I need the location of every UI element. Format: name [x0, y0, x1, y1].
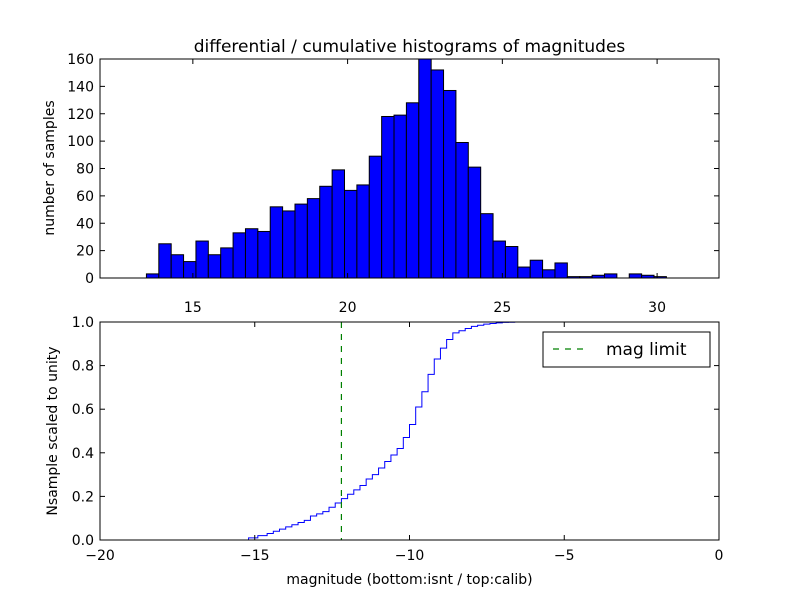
top-y-tick-label: 120 — [67, 107, 94, 123]
bottom-x-tick-label: −5 — [554, 548, 575, 564]
histogram-bar — [294, 203, 308, 279]
histogram-bar — [628, 273, 643, 279]
legend: mag limit — [542, 331, 711, 368]
top-y-axis-label: number of samples — [42, 100, 58, 235]
histogram-bar — [344, 189, 358, 279]
histogram-bar — [356, 184, 370, 279]
top-x-tick-label: 30 — [648, 300, 666, 316]
histogram-bar — [232, 232, 246, 279]
histogram-bar — [306, 198, 321, 279]
top-y-tick-label: 100 — [67, 134, 94, 150]
bottom-y-tick-label: 0.8 — [72, 359, 94, 375]
histogram-bar — [542, 269, 556, 279]
histogram-bar — [269, 206, 284, 279]
histogram-bar — [257, 230, 271, 279]
histogram-bar — [480, 213, 494, 279]
histogram-bar — [145, 273, 160, 279]
histogram-bar — [368, 155, 383, 279]
bottom-x-tick-label: −10 — [395, 548, 425, 564]
histogram-bar — [244, 228, 259, 279]
top-y-tick-label: 0 — [85, 271, 94, 287]
histogram-bar — [467, 166, 482, 279]
top-y-tick-label: 140 — [67, 79, 94, 95]
bottom-cumulative-panel: 0.0 0.2 0.4 0.6 0.8 1.0 −20 −15 −10 −5 0 — [72, 315, 724, 564]
histogram-bar — [554, 262, 568, 279]
top-y-tick-label: 160 — [67, 52, 94, 68]
chart-title: differential / cumulative histograms of … — [194, 37, 626, 57]
histogram-bar — [517, 266, 531, 279]
histogram-bar — [319, 185, 333, 279]
histogram-bar — [195, 240, 209, 279]
histogram-bar — [418, 58, 432, 279]
bottom-y-tick-label: 0.6 — [72, 402, 94, 418]
histogram-bar — [183, 261, 197, 279]
top-y-tick-label: 40 — [76, 216, 94, 232]
bottom-y-tick-label: 0.2 — [72, 489, 94, 505]
histogram-bar — [492, 240, 506, 279]
histogram-bar — [443, 89, 457, 279]
histogram-bar — [381, 115, 395, 279]
top-histogram-panel: 0 20 40 60 80 100 120 140 160 15 20 25 30 — [67, 52, 720, 316]
cumulative-step-line — [100, 321, 719, 541]
top-x-tick-label: 15 — [184, 300, 202, 316]
histogram-bar — [207, 254, 222, 279]
bottom-x-tick-label: 0 — [715, 548, 724, 564]
top-x-tick-label: 20 — [339, 300, 357, 316]
legend-entry-mag-limit: mag limit — [606, 340, 687, 360]
bottom-y-axis-label: Nsample scaled to unity — [45, 346, 61, 515]
bottom-x-tick-label: −15 — [240, 548, 270, 564]
histogram-bar — [405, 102, 420, 279]
histogram-bar — [220, 247, 234, 279]
histogram-bar — [393, 114, 407, 279]
top-y-tick-label: 60 — [76, 189, 94, 205]
bottom-y-tick-label: 1.0 — [72, 315, 94, 331]
histogram-bar — [529, 259, 544, 279]
bottom-x-axis-label: magnitude (bottom:isnt / top:calib) — [286, 572, 532, 588]
histogram-bar — [603, 273, 618, 279]
histogram-bar — [170, 254, 185, 279]
top-y-tick-label: 80 — [76, 162, 94, 178]
bottom-y-tick-label: 0.0 — [72, 533, 94, 549]
bottom-y-tick-label: 0.4 — [72, 446, 94, 462]
top-x-tick-label: 25 — [493, 300, 511, 316]
histogram-bar — [158, 243, 172, 279]
histogram-bar — [455, 141, 469, 279]
bottom-x-tick-label: −20 — [85, 548, 115, 564]
top-y-tick-label: 20 — [76, 244, 94, 260]
histogram-bar — [282, 210, 296, 279]
histogram-bar — [430, 69, 445, 279]
histogram-bar — [331, 169, 346, 279]
histogram-bar — [504, 246, 519, 279]
